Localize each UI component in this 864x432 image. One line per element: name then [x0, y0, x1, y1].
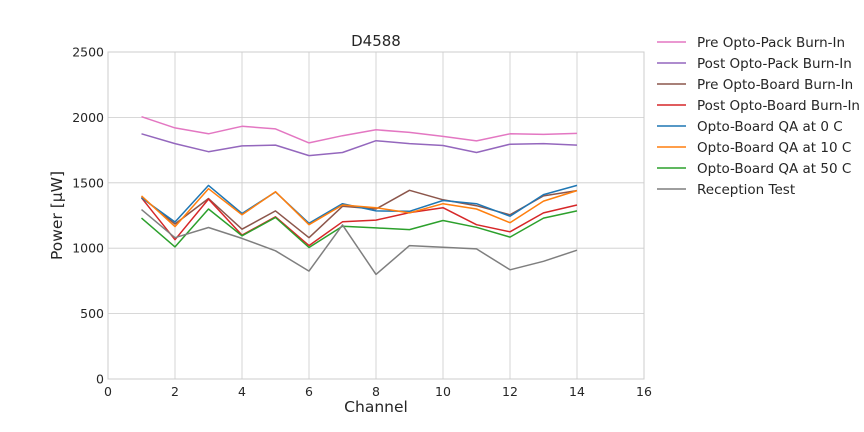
series-line-1: [141, 115, 578, 144]
chart-title: D4588: [351, 32, 401, 50]
legend-label: Pre Opto-Board Burn-In: [697, 77, 853, 93]
x-tick-labels: 0 2 4 6 8 10 12 14 16: [104, 384, 652, 399]
y-tick-label: 1500: [72, 175, 104, 190]
legend-label: Opto-Board QA at 0 C: [697, 119, 843, 135]
legend-label: Opto-Board QA at 10 C: [697, 140, 851, 156]
series-layer: [140, 115, 578, 276]
y-tick-label: 0: [96, 372, 104, 387]
grid-layer: [107, 51, 645, 380]
y-tick-labels: 0 500 1000 1500 2000 2500: [72, 45, 104, 387]
series-line-7: [141, 208, 578, 249]
x-tick-label: 14: [569, 384, 585, 399]
x-tick-label: 12: [502, 384, 518, 399]
x-tick-label: 6: [305, 384, 313, 399]
series-line-6: [140, 187, 578, 228]
x-axis-label: Channel: [344, 398, 408, 416]
x-tick-label: 16: [636, 384, 652, 399]
y-axis-label: Power [μW]: [48, 171, 66, 260]
y-tick-label: 1000: [72, 241, 104, 256]
series-line-4: [140, 197, 578, 247]
series-line-8: [141, 209, 578, 276]
legend-label: Pre Opto-Pack Burn-In: [697, 35, 845, 51]
series-line-2: [141, 133, 578, 157]
legend: Pre Opto-Pack Burn-In Post Opto-Pack Burn…: [657, 35, 860, 198]
legend-label: Opto-Board QA at 50 C: [697, 161, 851, 177]
x-tick-label: 2: [171, 384, 179, 399]
x-tick-label: 4: [238, 384, 246, 399]
x-tick-label: 8: [372, 384, 380, 399]
x-tick-label: 10: [435, 384, 451, 399]
plot-frame: [107, 51, 645, 380]
legend-label: Reception Test: [697, 182, 795, 198]
legend-label: Post Opto-Board Burn-In: [697, 98, 860, 114]
legend-label: Post Opto-Pack Burn-In: [697, 56, 852, 72]
y-tick-label: 2000: [72, 110, 104, 125]
x-tick-label: 0: [104, 384, 112, 399]
series-line-5: [141, 184, 578, 225]
y-tick-label: 2500: [72, 45, 104, 60]
y-tick-label: 500: [80, 306, 104, 321]
